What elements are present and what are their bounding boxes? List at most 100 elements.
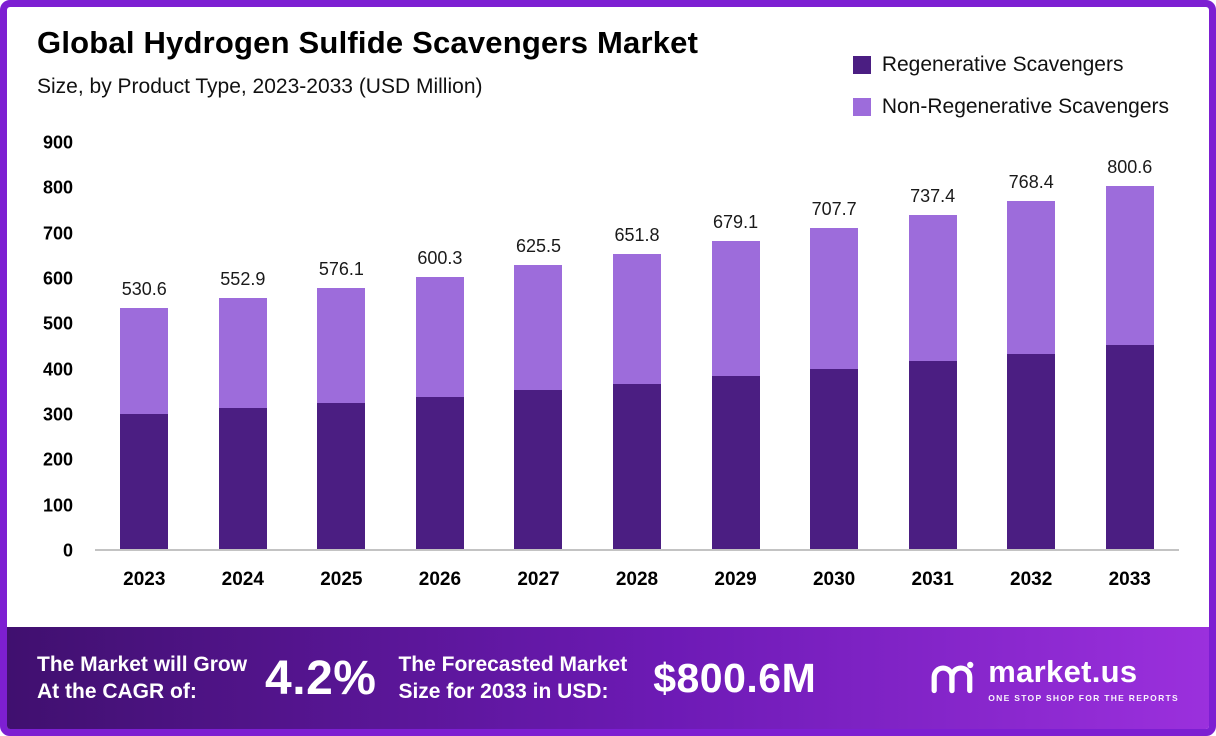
forecast-caption-line1: The Forecasted Market [398, 652, 628, 676]
bar-column: 530.6 [95, 143, 194, 549]
bar-column: 651.8 [588, 143, 687, 549]
bar-segment-non-regenerative [613, 253, 661, 384]
year-label: 2023 [123, 569, 166, 590]
bar-segment-regenerative [908, 361, 957, 549]
y-axis-tick: 800 [42, 177, 73, 198]
legend-swatch-icon [852, 98, 871, 116]
forecast-caption: The Forecasted Market Size for 2033 in U… [398, 651, 627, 706]
year-label: 2024 [221, 569, 264, 590]
year-label: 2032 [1010, 569, 1053, 590]
bar-value-label: 800.6 [1107, 157, 1153, 178]
year-label: 2026 [418, 569, 462, 590]
legend: Regenerative Scavengers Non-Regenerative … [852, 25, 1169, 119]
y-axis-tick: 700 [42, 223, 73, 244]
bar-segment-regenerative [613, 383, 661, 549]
cagr-value: 4.2% [265, 651, 377, 705]
y-axis-tick: 100 [42, 495, 73, 516]
bar-segment-non-regenerative [1007, 200, 1056, 354]
y-axis-tick: 500 [42, 313, 73, 334]
bar-stack [908, 214, 957, 549]
y-axis-tick: 200 [42, 449, 73, 470]
bar-segment-non-regenerative [908, 214, 957, 362]
cagr-caption-line1: The Market will Grow [37, 652, 248, 676]
legend-item: Regenerative Scavengers [852, 53, 1169, 77]
y-axis: 0 100 200 300 400 500 600 700 800 900 [7, 133, 83, 561]
brand-tagline: ONE STOP SHOP FOR THE REPORTS [988, 692, 1179, 703]
bar-segment-non-regenerative [514, 265, 563, 390]
bar-segment-non-regenerative [218, 298, 267, 409]
bar-segment-regenerative [711, 376, 760, 549]
bar-segment-regenerative [415, 396, 464, 549]
year-label: 2027 [517, 569, 560, 590]
bar-value-label: 707.7 [811, 199, 857, 220]
stacked-bar-chart: 0 100 200 300 400 500 600 700 800 900 530.6 552.9 5… [7, 107, 1209, 627]
bar-segment-regenerative [317, 403, 366, 549]
y-axis-tick: 900 [42, 132, 73, 153]
bar-segment-non-regenerative [415, 276, 464, 397]
legend-swatch-icon [852, 56, 871, 74]
bar-segment-non-regenerative [810, 228, 859, 370]
year-label: 2033 [1108, 569, 1151, 590]
bar-stack [810, 228, 859, 549]
bar-segment-regenerative [810, 369, 859, 549]
brand-text-block: market.us ONE STOP SHOP FOR THE REPORTS [988, 654, 1179, 703]
bar-value-label: 576.1 [318, 258, 364, 279]
x-axis-labels: 2023 2024 2025 2026 2027 2028 2029 2030 2031 2032… [95, 569, 1179, 591]
bar-value-label: 679.1 [713, 212, 759, 233]
bar-value-label: 651.8 [614, 224, 660, 245]
bar-column: 768.4 [982, 143, 1081, 549]
brand-name: market.us [988, 653, 1138, 689]
legend-label: Non-Regenerative Scavengers [881, 95, 1169, 118]
title-block: Global Hydrogen Sulfide Scavengers Marke… [37, 25, 698, 99]
year-label: 2028 [615, 569, 659, 590]
year-label: 2029 [714, 569, 757, 590]
bar-stack [415, 276, 464, 549]
y-axis-tick: 400 [42, 359, 73, 380]
bar-value-label: 600.3 [417, 247, 463, 268]
year-label: 2031 [911, 569, 954, 590]
bar-column: 552.9 [194, 143, 293, 549]
bar-column: 625.5 [489, 143, 588, 549]
bar-column: 600.3 [391, 143, 490, 549]
bar-segment-non-regenerative [711, 241, 760, 377]
bar-stack [317, 287, 366, 549]
bar-stack [1105, 186, 1154, 549]
cagr-caption-line2: At the CAGR of: [37, 680, 197, 703]
bar-stack [514, 265, 563, 549]
bar-column: 707.7 [785, 143, 884, 549]
bar-stack [120, 308, 169, 549]
bar-segment-non-regenerative [1105, 186, 1154, 346]
plot-area: 530.6 552.9 576.1 600.3 625.5 651.8 679.1 707.7… [95, 143, 1179, 551]
bar-segment-non-regenerative [317, 287, 366, 404]
cagr-caption: The Market will Grow At the CAGR of: [37, 651, 247, 706]
y-axis-tick: 0 [62, 540, 73, 561]
footer-banner: The Market will Grow At the CAGR of: 4.2… [7, 627, 1209, 729]
bar-column: 576.1 [292, 143, 391, 549]
bar-segment-regenerative [120, 413, 169, 549]
bar-value-label: 552.9 [220, 269, 266, 290]
bar-stack [1007, 200, 1056, 549]
bar-column: 800.6 [1080, 143, 1179, 549]
bar-value-label: 737.4 [910, 185, 956, 206]
bar-column: 679.1 [686, 143, 785, 549]
legend-label: Regenerative Scavengers [881, 53, 1124, 76]
market-us-logo-icon [931, 661, 974, 694]
bar-segment-regenerative [218, 408, 267, 549]
bar-stack [711, 241, 760, 549]
bar-stack [613, 253, 661, 549]
chart-header: Global Hydrogen Sulfide Scavengers Marke… [7, 7, 1209, 118]
legend-item: Non-Regenerative Scavengers [852, 95, 1169, 119]
bar-value-label: 530.6 [121, 279, 167, 300]
bar-segment-regenerative [514, 389, 563, 549]
y-axis-tick: 300 [42, 404, 73, 425]
bar-column: 737.4 [883, 143, 982, 549]
market-us-logo: market.us ONE STOP SHOP FOR THE REPORTS [930, 654, 1179, 703]
year-label: 2025 [320, 569, 363, 590]
bar-segment-regenerative [1105, 345, 1154, 549]
y-axis-tick: 600 [42, 268, 73, 289]
year-label: 2030 [812, 569, 856, 590]
page-title: Global Hydrogen Sulfide Scavengers Marke… [37, 25, 699, 60]
bar-segment-regenerative [1007, 353, 1056, 549]
bar-value-label: 625.5 [515, 236, 561, 257]
